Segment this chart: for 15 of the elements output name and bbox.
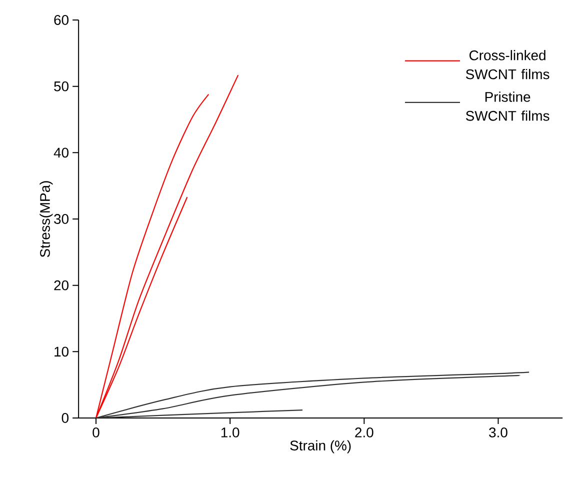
y-tick-label: 30 [54, 214, 69, 224]
y-tick-label: 0 [62, 413, 69, 423]
y-tick-label: 40 [54, 148, 69, 158]
y-axis-title: Stress(MPa) [40, 181, 53, 258]
legend-label: Pristine SWCNT films [466, 92, 550, 121]
x-tick-label: 3.0 [489, 428, 508, 438]
x-axis-title: Strain (%) [290, 440, 351, 454]
y-tick-label: 10 [54, 346, 69, 357]
x-tick-label: 2.0 [355, 428, 374, 438]
legend-label: Cross-linked SWCNT films [466, 50, 550, 80]
x-tick-label: 1.0 [221, 428, 240, 438]
y-tick-label: 20 [54, 280, 69, 290]
y-tick-label: 60 [54, 15, 69, 25]
y-tick-label: 50 [54, 81, 69, 92]
x-tick-label: 0 [92, 428, 100, 438]
